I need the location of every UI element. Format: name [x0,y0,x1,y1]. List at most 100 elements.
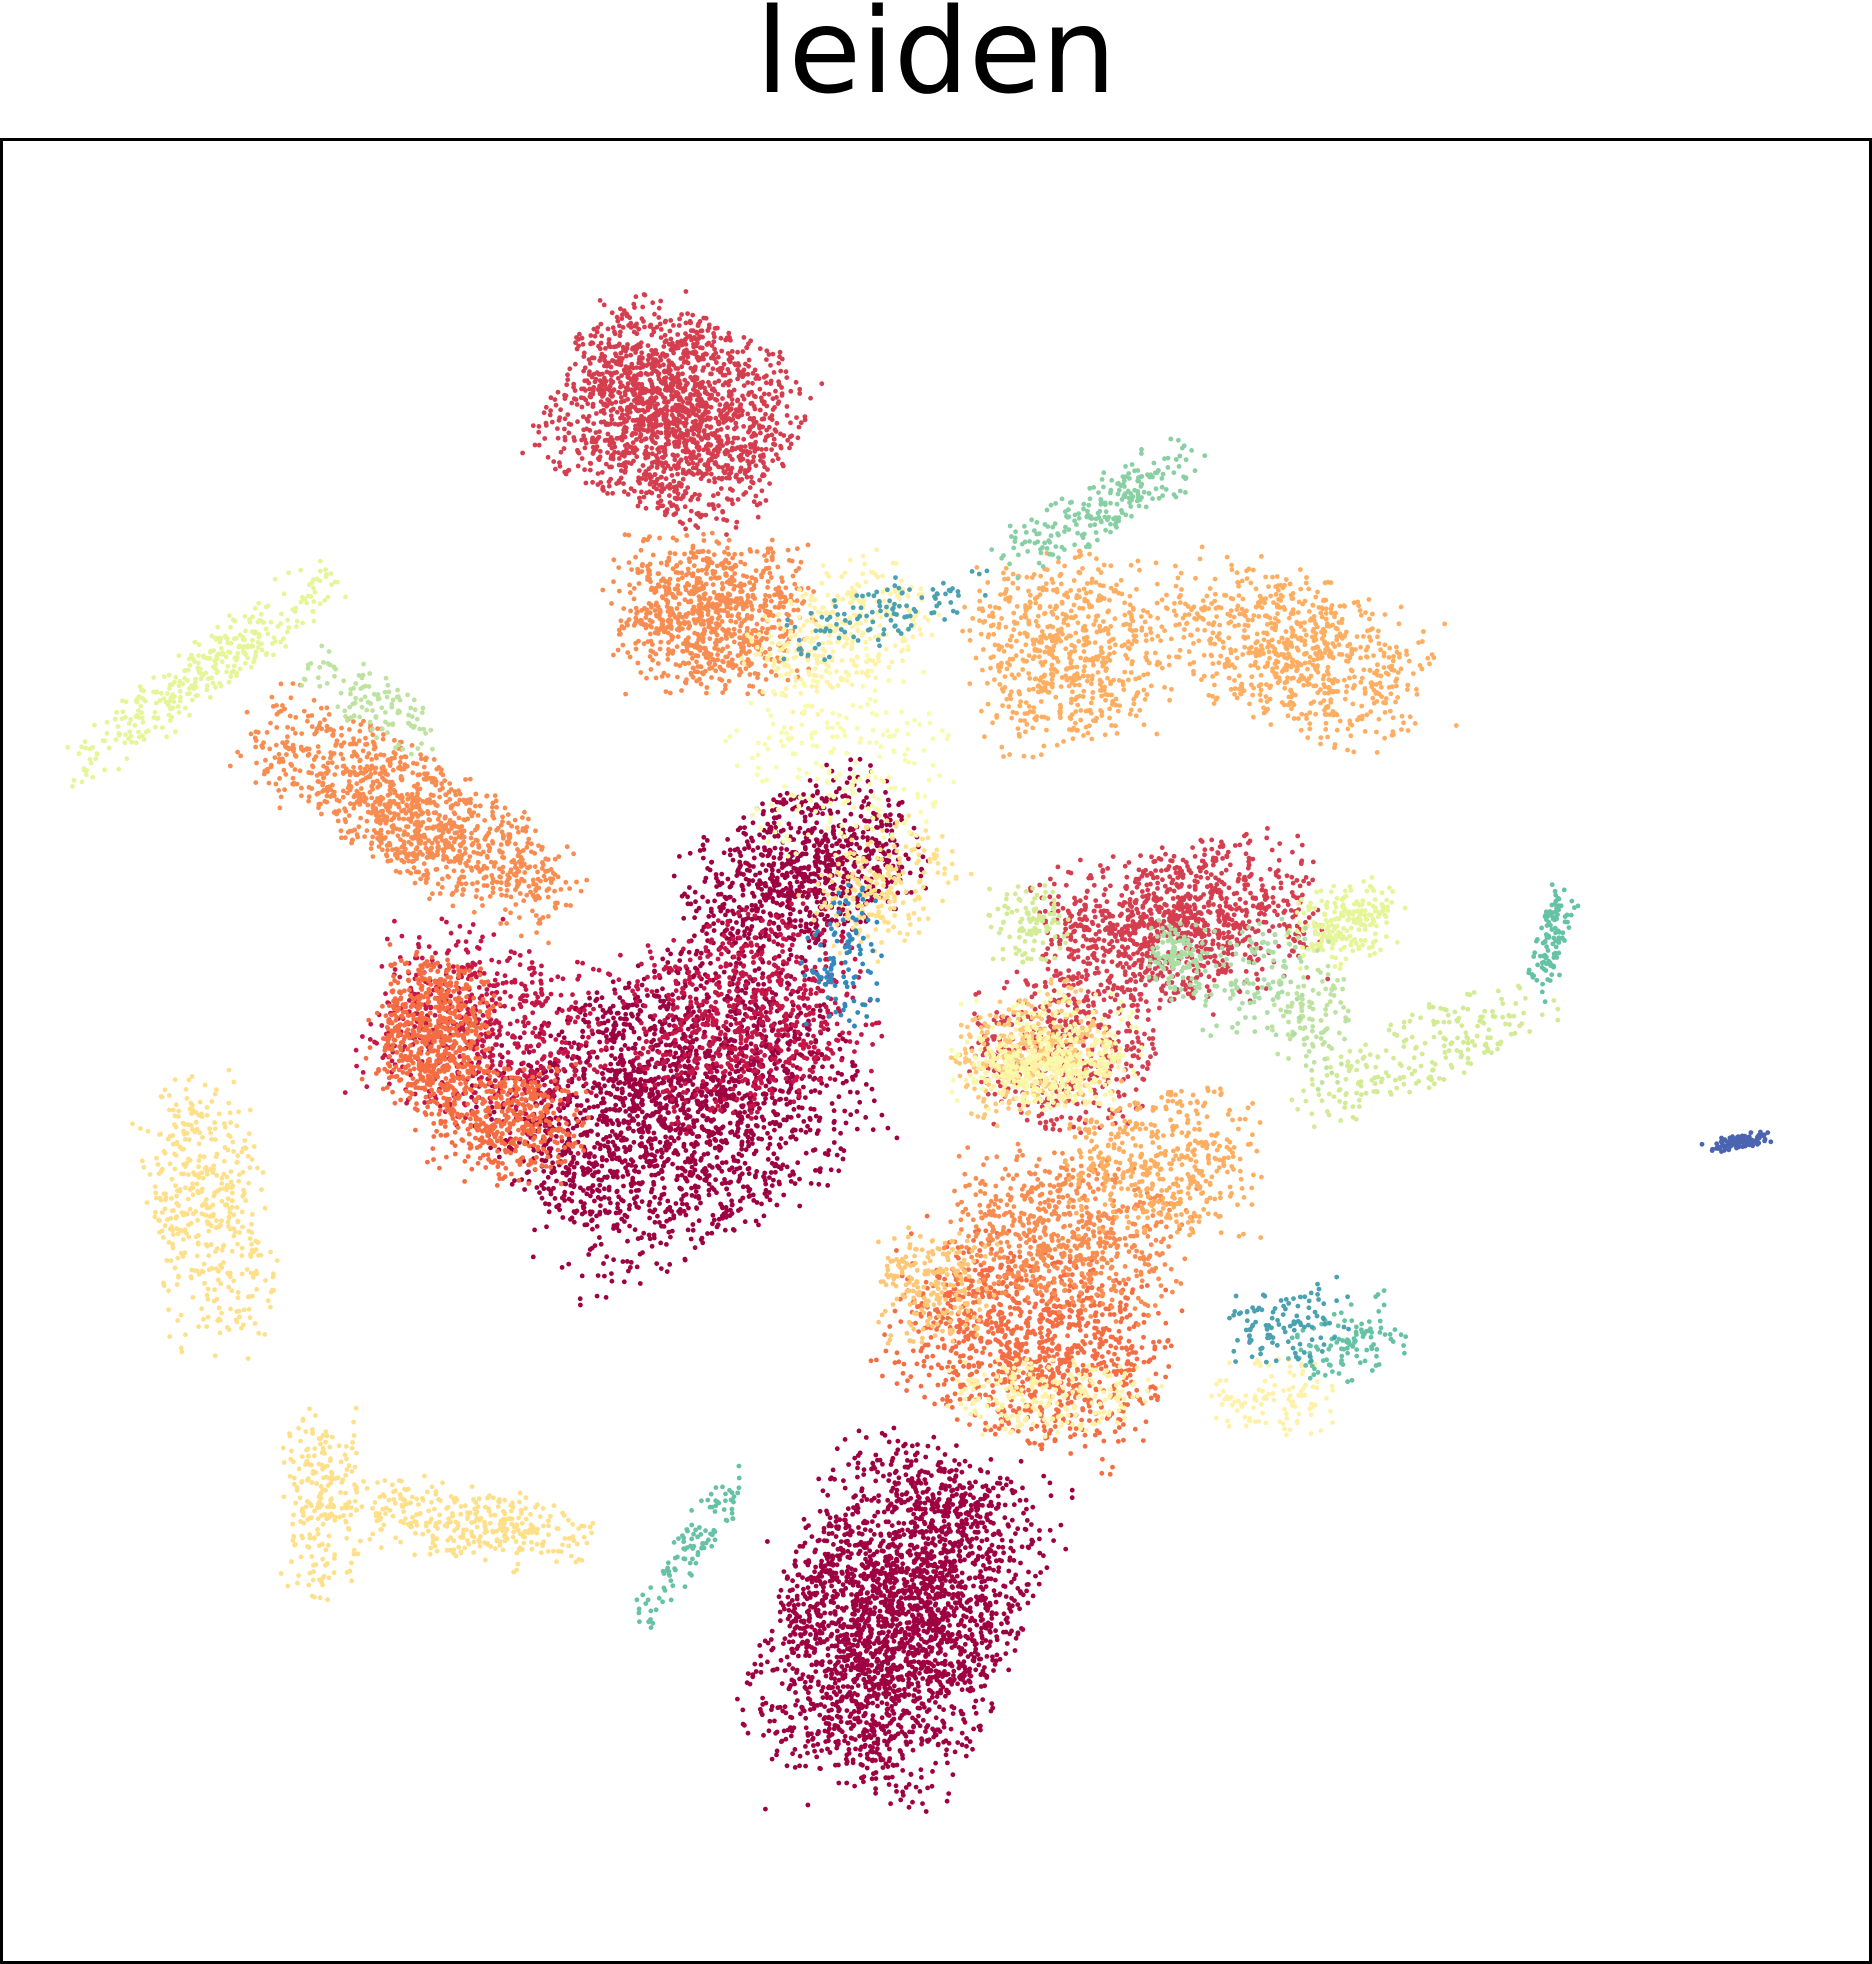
data-point [579,1273,585,1279]
data-point [906,1684,911,1690]
data-point [925,1496,930,1501]
data-point [877,1631,883,1636]
data-point [942,1652,948,1658]
data-point [828,1167,834,1173]
data-point [677,1131,683,1136]
data-point [637,1251,643,1257]
data-point [608,1092,614,1097]
data-point [1007,1555,1013,1561]
data-point [680,1166,686,1172]
data-point [930,1769,935,1774]
data-point [659,1150,665,1156]
data-point [761,909,766,915]
data-point [812,1147,818,1153]
data-point [967,1627,973,1633]
data-point [788,1714,793,1720]
data-point [682,1159,688,1165]
data-point [660,956,666,962]
data-point [578,1302,583,1308]
data-point [886,1758,892,1764]
data-point [698,963,703,969]
data-point [594,1213,599,1219]
data-point [781,1192,787,1198]
data-point [609,1053,614,1058]
data-point [1058,1522,1064,1528]
data-point [655,1213,660,1219]
data-point [668,951,673,957]
data-point [997,1591,1003,1597]
data-point [499,1043,505,1048]
data-point [635,1012,641,1017]
data-point [855,1460,861,1466]
data-point [826,1531,832,1537]
data-point [745,1166,751,1172]
data-point [989,1542,995,1548]
data-point [898,1724,904,1730]
data-point [623,1011,629,1017]
data-point [963,1633,968,1639]
data-point [912,1485,918,1490]
data-point [919,1701,925,1706]
data-point [652,1194,657,1200]
data-point [864,1497,870,1502]
data-point [546,1209,552,1215]
data-point [491,1109,497,1115]
data-point [687,1040,693,1045]
data-point [844,1574,850,1580]
data-point [546,1201,552,1207]
data-point [683,1070,688,1076]
data-point [778,1088,783,1094]
data-point [753,1218,759,1224]
data-point [1003,1594,1009,1599]
data-point [845,1624,851,1630]
data-point [904,1742,910,1747]
data-point [750,1192,756,1198]
data-point [851,1651,857,1657]
data-point [792,1610,798,1616]
data-point [766,1728,772,1734]
data-point [931,1434,937,1440]
data-point [937,1539,943,1544]
data-point [595,1132,601,1138]
data-point [800,1591,806,1596]
data-point [640,1164,646,1170]
data-point [999,1558,1004,1564]
data-point [911,1568,916,1574]
data-point [784,1654,790,1660]
data-point [855,1090,860,1095]
data-point [773,1169,778,1175]
data-point [604,1107,609,1113]
data-point [783,1710,789,1716]
data-point [745,1730,751,1736]
data-point [803,1095,808,1100]
data-point [625,1238,630,1244]
data-point [937,1570,943,1576]
data-point [797,1763,802,1769]
data-point [790,1751,795,1757]
data-point [820,1589,826,1594]
data-point [871,1721,877,1727]
data-point [719,1160,725,1166]
data-point [987,1559,992,1565]
data-point [931,1596,937,1602]
data-point [667,1022,672,1028]
data-point [847,1645,853,1651]
data-point [1024,1506,1029,1512]
data-point [973,1575,978,1581]
data-point [594,1293,600,1299]
data-point [751,1023,757,1029]
data-point [597,1182,603,1188]
data-point [670,992,675,998]
data-point [730,1227,736,1232]
data-point [616,1120,622,1126]
data-point [580,1132,585,1137]
data-point [689,1153,695,1158]
data-point [590,1226,595,1232]
data-point [615,1146,621,1152]
data-point [826,1685,831,1691]
data-point [802,1540,808,1546]
data-point [906,1710,912,1716]
data-point [774,1666,780,1672]
data-point [945,1591,951,1597]
data-point [596,1081,602,1087]
